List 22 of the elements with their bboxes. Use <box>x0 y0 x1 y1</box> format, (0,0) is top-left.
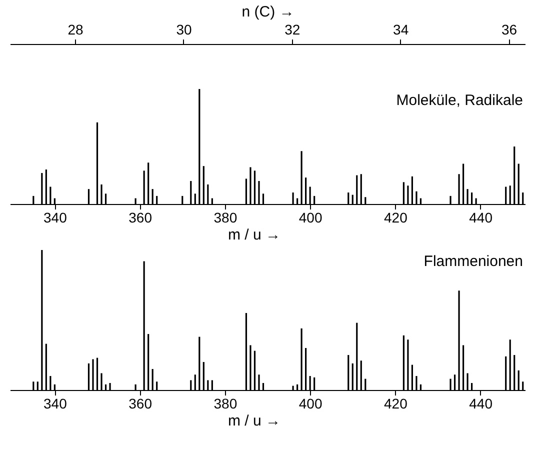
x-tick-label: 340 <box>44 210 68 226</box>
x-tick-label: 380 <box>214 396 238 412</box>
x-tick-label: 400 <box>298 396 322 412</box>
x-tick-label: 380 <box>214 210 238 226</box>
x2-tick-label: 34 <box>393 22 409 38</box>
annotation: Moleküle, Radikale <box>396 92 523 109</box>
x-axis-title: m / u → <box>228 412 281 430</box>
x2-axis-title: n (C) → <box>242 4 294 20</box>
x2-tick-label: 30 <box>176 22 192 38</box>
x2-tick-label: 28 <box>68 22 84 38</box>
x2-tick-label: 36 <box>501 22 518 38</box>
x-tick-label: 440 <box>469 210 493 226</box>
x-tick-label: 340 <box>44 396 68 412</box>
x2-tick-label: 32 <box>284 22 300 38</box>
x-tick-label: 360 <box>128 396 152 412</box>
x-tick-label: 360 <box>128 210 152 226</box>
x-tick-label: 440 <box>469 396 493 412</box>
x-tick-label: 420 <box>384 396 408 412</box>
annotation: Flammenionen <box>424 253 523 270</box>
x-tick-label: 400 <box>298 210 322 226</box>
x-tick-label: 420 <box>384 210 408 226</box>
x-axis-title: m / u → <box>228 226 281 244</box>
